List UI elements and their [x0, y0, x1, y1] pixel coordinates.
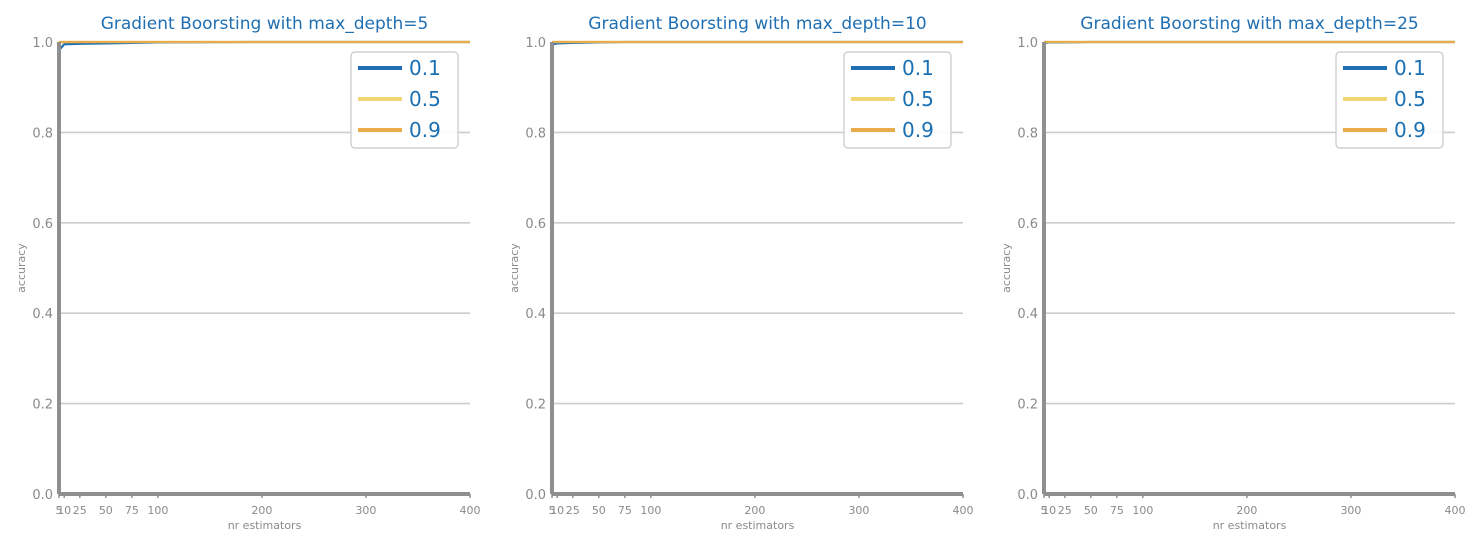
x-tick-label: 10	[57, 504, 71, 517]
legend-label: 0.5	[1394, 87, 1426, 111]
y-tick-label: 0.8	[525, 126, 546, 141]
legend-frame	[1335, 51, 1444, 149]
x-tick-label: 10	[550, 504, 564, 517]
chart-title: Gradient Boorsting with max_depth=10	[588, 14, 926, 34]
x-tick-label: 400	[460, 504, 481, 517]
y-tick-label: 0.8	[1017, 126, 1038, 141]
y-tick-label: 0.2	[32, 398, 53, 413]
y-tick-label: 1.0	[32, 36, 53, 51]
series-line-0-1	[58, 40, 470, 51]
legend-label: 0.9	[409, 118, 441, 142]
chart-panel-2: Gradient Boorsting with max_depth=10 0.0 0…	[508, 14, 974, 532]
x-axis-label: nr estimators	[1213, 519, 1287, 532]
y-axis-label: accuracy	[1000, 243, 1013, 293]
x-tick-label: 400	[1445, 504, 1466, 517]
y-tick-label: 0.6	[1017, 217, 1038, 232]
y-tick-label: 0.0	[525, 488, 546, 503]
x-tick-label: 25	[73, 504, 87, 517]
chart-panel-3: Gradient Boorsting with max_depth=25 0.0 0…	[1000, 14, 1466, 532]
x-tick-label: 200	[744, 504, 765, 517]
x-tick-label: 5	[549, 504, 556, 517]
x-tick-label: 50	[1084, 504, 1098, 517]
x-tick-label: 75	[1110, 504, 1124, 517]
y-tick-label: 1.0	[1017, 36, 1038, 51]
y-tick-label: 0.6	[32, 217, 53, 232]
legend-label: 0.1	[902, 56, 934, 80]
x-axis-label: nr estimators	[721, 519, 795, 532]
y-tick-label: 0.2	[1017, 398, 1038, 413]
x-tick-label: 400	[953, 504, 974, 517]
y-tick-label: 0.0	[1017, 488, 1038, 503]
legend-label: 0.9	[902, 118, 934, 142]
x-tick-label: 25	[1058, 504, 1072, 517]
chart-title: Gradient Boorsting with max_depth=25	[1080, 14, 1418, 34]
x-tick-label: 75	[125, 504, 139, 517]
y-tick-label: 0.6	[525, 217, 546, 232]
x-tick-label: 50	[592, 504, 606, 517]
y-tick-label: 0.2	[525, 398, 546, 413]
x-tick-label: 300	[1340, 504, 1361, 517]
y-tick-label: 0.8	[32, 126, 53, 141]
y-tick-label: 0.4	[32, 307, 53, 322]
x-tick-label: 100	[147, 504, 168, 517]
y-tick-label: 0.4	[1017, 307, 1038, 322]
legend-label: 0.9	[1394, 118, 1426, 142]
y-tick-label: 0.4	[525, 307, 546, 322]
x-tick-label: 75	[618, 504, 632, 517]
legend-label: 0.1	[409, 56, 441, 80]
legend-label: 0.5	[902, 87, 934, 111]
x-tick-label: 100	[640, 504, 661, 517]
x-tick-label: 50	[99, 504, 113, 517]
x-tick-label: 25	[566, 504, 580, 517]
legend: 0.1 0.5 0.9	[350, 51, 459, 149]
x-tick-label: 5	[56, 504, 63, 517]
x-tick-label: 300	[355, 504, 376, 517]
y-tick-label: 0.0	[32, 488, 53, 503]
x-tick-label: 200	[251, 504, 272, 517]
legend-label: 0.5	[409, 87, 441, 111]
chart-panels: Gradient Boorsting with max_depth=5 0.0 0.…	[15, 14, 1466, 532]
x-tick-label: 5	[1041, 504, 1048, 517]
legend: 0.1 0.5 0.9	[843, 51, 952, 149]
x-tick-label: 300	[848, 504, 869, 517]
x-tick-label: 200	[1236, 504, 1257, 517]
legend: 0.1 0.5 0.9	[1335, 51, 1444, 149]
y-tick-label: 1.0	[525, 36, 546, 51]
chart-panel-1: Gradient Boorsting with max_depth=5 0.0 0.…	[15, 14, 481, 532]
legend-label: 0.1	[1394, 56, 1426, 80]
x-tick-label: 100	[1132, 504, 1153, 517]
y-axis-label: accuracy	[508, 243, 521, 293]
x-axis-label: nr estimators	[228, 519, 302, 532]
chart-title: Gradient Boorsting with max_depth=5	[101, 14, 429, 34]
legend-frame	[350, 51, 459, 149]
x-tick-label: 10	[1042, 504, 1056, 517]
y-axis-label: accuracy	[15, 243, 28, 293]
legend-frame	[843, 51, 952, 149]
